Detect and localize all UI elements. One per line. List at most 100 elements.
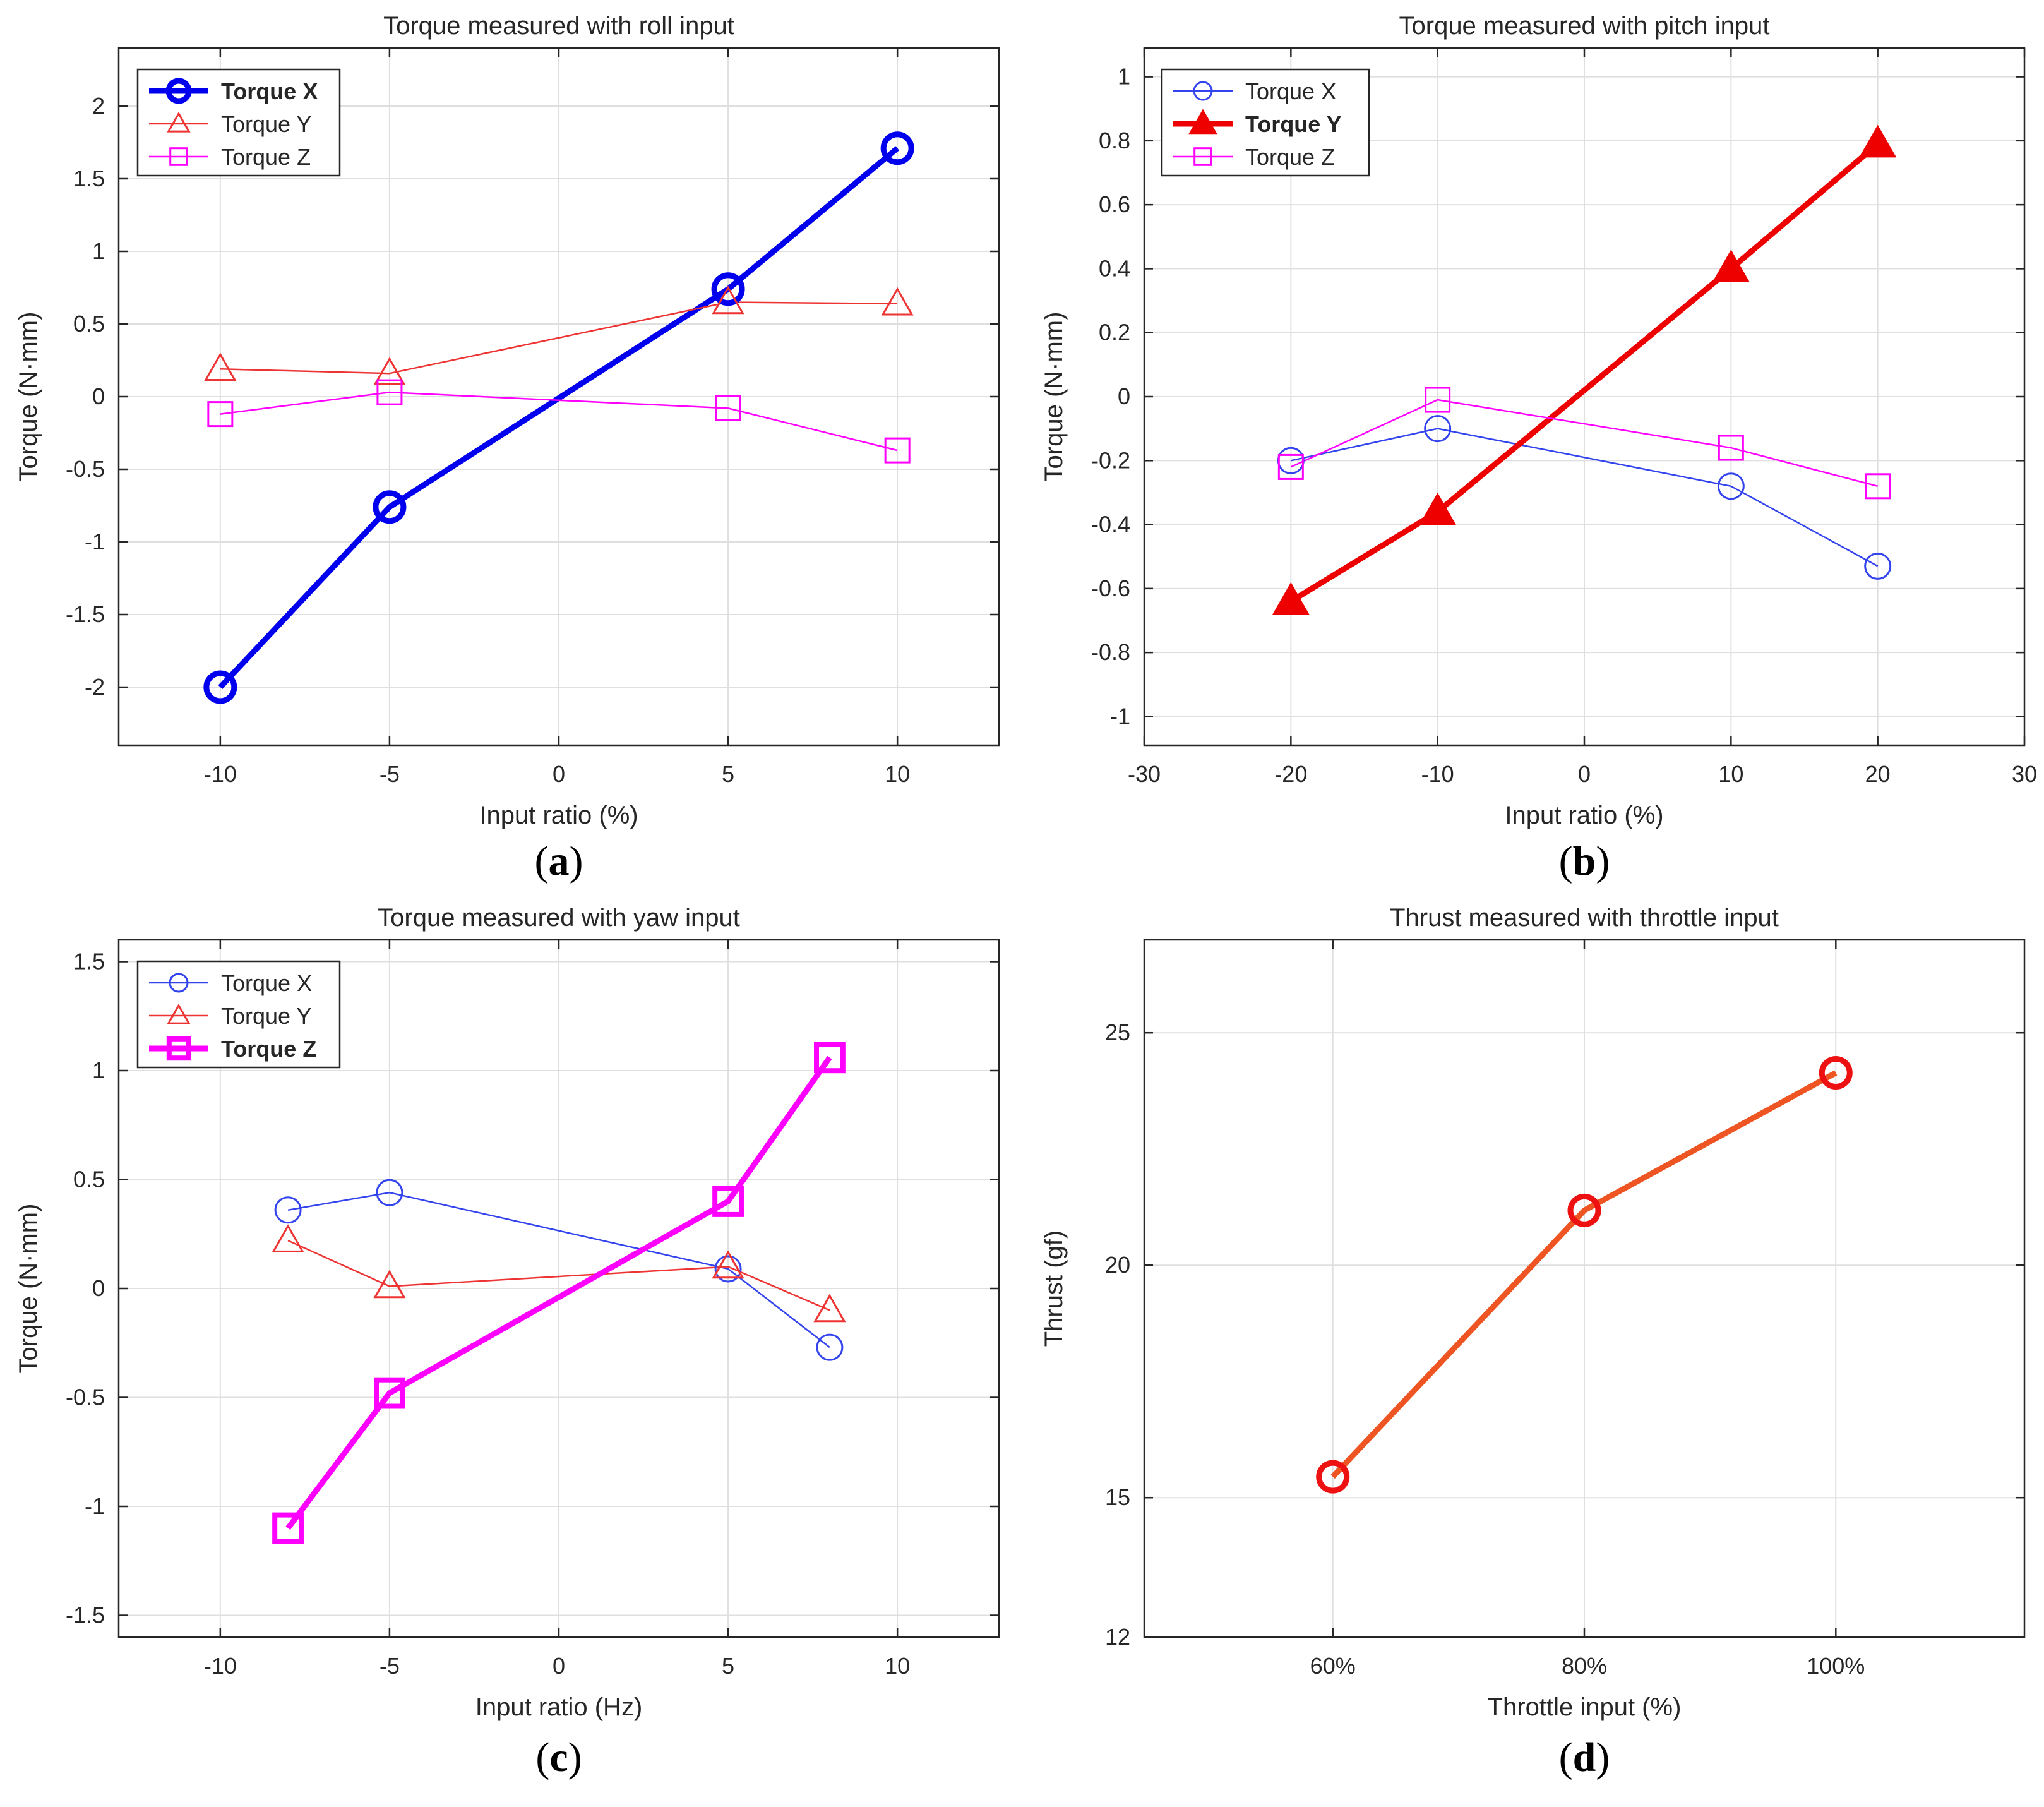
data-point-torque-z [884,437,911,464]
data-point-torque-x [816,1333,844,1361]
data-point-torque-z [1425,387,1451,413]
data-point-torque-z [814,1042,846,1074]
y-tick-label: 0.8 [1099,128,1130,153]
x-tick-label: 0 [553,761,565,787]
y-tick-label: 1 [1118,64,1130,90]
legend-entry-torque-y: Torque Y [221,111,311,137]
y-tick-label: 0.5 [73,311,105,337]
data-point-torque-x [203,670,237,704]
legend-marker [1193,81,1213,101]
x-tick-label: 100% [1807,1653,1865,1679]
legend-marker [167,111,191,133]
panel-letter: (d) [1559,1734,1610,1780]
x-tick-label: 5 [722,761,734,787]
x-axis-label: Throttle input (%) [1488,1693,1682,1721]
y-tick-label: 25 [1105,1019,1130,1045]
data-point-torque-y [204,352,237,381]
legend-marker [169,973,189,993]
y-axis-label: Thrust (gf) [1040,1230,1068,1347]
y-tick-label: 0.6 [1099,191,1130,217]
data-point-torque-y [881,287,914,316]
legend-marker [1193,147,1212,166]
x-axis-label: Input ratio (%) [479,801,638,829]
chart-title: Torque measured with pitch input [1399,12,1770,40]
data-point-torque-x [1717,472,1745,500]
panel-b-pitch-chart: -30 -20 -10 0 10 20 30 -1 -0.8 -0.6 -0.4 -0.2 0 0.2 0.… [1040,12,2037,884]
legend: Torque X Torque Y Torque Z [136,960,341,1069]
x-tick-label: 10 [1718,761,1743,787]
data-point-torque-x [1424,415,1452,443]
x-tick-label: 20 [1865,761,1891,787]
legend-entry-torque-y: Torque Y [1245,111,1342,137]
x-tick-label: 5 [722,1653,734,1679]
legend-entry-torque-x: Torque X [1245,78,1336,104]
data-point-torque-z [712,1186,744,1217]
panel-d-throttle-chart: 60% 80% 100% 12 15 20 25 Thrust measured with t… [1040,904,2026,1780]
x-tick-label: 10 [885,761,910,787]
y-axis-label: Torque (N·mm) [15,312,42,482]
data-point-torque-z [715,395,741,421]
y-tick-label: 1 [92,1057,105,1083]
legend-marker [169,147,188,166]
data-point-torque-y [272,1224,304,1252]
x-tick-label: -5 [380,761,400,787]
series-line-torque-x [1291,428,1879,567]
data-point-torque-z [1718,435,1744,461]
series-line-torque-z [1290,399,1878,488]
y-tick-label: 20 [1105,1252,1130,1278]
y-tick-label: 0.2 [1099,320,1130,345]
y-tick-label: 2 [92,93,105,119]
y-tick-label: -1 [85,529,105,555]
legend-entry-torque-z: Torque Z [221,1036,316,1062]
data-point-torque-x [880,131,914,165]
data-point-torque-y [813,1294,846,1323]
x-tick-label: -10 [204,761,237,787]
data-point-torque-y [712,285,744,315]
y-tick-label: 0 [92,1275,105,1301]
data-point-torque-x [711,272,745,306]
y-tick-label: -1.5 [66,601,105,627]
chart-title: Torque measured with roll input [383,12,734,40]
series-line-torque-y [287,1239,830,1311]
y-tick-label: 1.5 [73,949,105,975]
data-point-torque-x [274,1196,302,1224]
series-line-torque-z [285,1055,832,1530]
y-tick-label: -1 [85,1493,105,1519]
x-tick-label: -10 [1421,761,1454,787]
x-tick-label: -30 [1128,761,1161,787]
x-tick-label: -20 [1274,761,1307,787]
x-tick-label: 80% [1562,1653,1607,1679]
data-point-torque-x [376,1179,403,1206]
y-tick-label: -1.5 [66,1602,105,1628]
legend: Torque X Torque Y Torque Z [1161,68,1370,177]
data-point-torque-x [714,1255,742,1283]
data-point-torque-y [1712,249,1750,282]
data-point-torque-y [373,1270,406,1299]
data-point-thrust [1819,1055,1853,1090]
legend-marker [165,78,192,104]
data-point-torque-y [1419,492,1457,525]
panel-letter: (a) [535,838,583,884]
series-line-torque-y [1289,141,1880,604]
x-tick-label: -10 [204,1653,237,1679]
y-tick-label: 15 [1105,1484,1130,1510]
data-point-torque-z [376,379,403,405]
chart-title: Torque measured with yaw input [378,904,740,932]
chart-title: Thrust measured with throttle input [1390,904,1779,932]
legend: Torque X Torque Y Torque Z [136,68,341,177]
data-point-torque-z [374,1377,405,1409]
y-tick-label: -2 [85,674,105,700]
x-tick-label: -5 [380,1653,400,1679]
series-line-thrust [1330,1070,1838,1479]
legend-entry-torque-z: Torque Z [1245,144,1335,170]
x-tick-label: 30 [2012,761,2037,787]
legend-entry-torque-x: Torque X [221,78,318,104]
y-tick-label: 0.4 [1099,255,1130,281]
panel-a-roll-chart: -10 -5 0 5 10 -2 -1.5 -1 -0.5 0 0.5 1 1.5 2 Torque mea… [15,12,1000,884]
series-line-torque-x [218,146,900,690]
y-tick-label: 0.5 [73,1167,105,1192]
panel-c-yaw-chart: -10 -5 0 5 10 -1.5 -1 -0.5 0 0.5 1 1.5 Torque measur… [15,904,1000,1780]
data-point-torque-z [207,401,234,428]
legend-entry-torque-z: Torque Z [221,144,311,170]
